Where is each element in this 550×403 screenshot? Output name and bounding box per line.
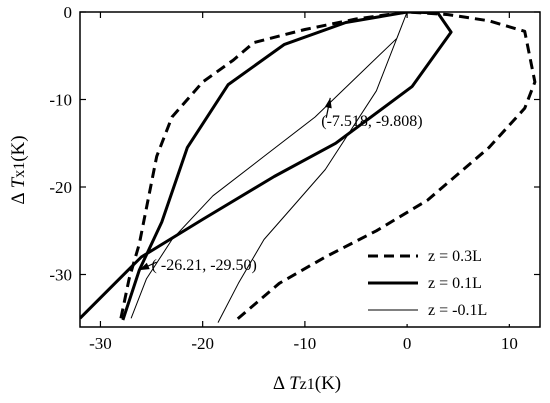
legend-label: z = 0.1L <box>428 275 482 292</box>
plot-frame <box>79 11 541 328</box>
legend-label: z = -0.1L <box>428 302 487 319</box>
x-tick-label: -10 <box>294 334 317 353</box>
annotation-layer: (-7.518, -9.808) ( -26.21, -29.50) <box>138 97 423 274</box>
annotation-label: (-7.518, -9.808) <box>321 113 422 130</box>
y-tick-label: -10 <box>49 91 72 110</box>
x-tick-label: -20 <box>191 334 214 353</box>
series-line-z--01l <box>130 12 408 323</box>
series-line-z-03l <box>119 12 537 324</box>
legend-label: z = 0.3L <box>428 248 482 265</box>
legend: z = 0.3L z = 0.1L z = -0.1L <box>368 248 487 319</box>
x-axis-title-sub: z1 <box>300 376 315 393</box>
annotation-label: ( -26.21, -29.50) <box>152 257 257 274</box>
x-tick-label: 0 <box>403 334 412 353</box>
annotation-arrowhead <box>324 97 332 109</box>
annotation-arrowhead <box>139 262 150 271</box>
x-tick-label: -30 <box>89 334 112 353</box>
y-tick-label: -20 <box>49 178 72 197</box>
ticks-layer: -30 -20 -10 0 10 0 -10 -20 -30 <box>49 3 540 353</box>
y-axis-title-var: T <box>8 176 29 188</box>
y-axis-title: ΔTx1(K) <box>8 135 29 204</box>
y-tick-label: 0 <box>64 3 73 22</box>
x-axis-title-var: T <box>289 373 301 394</box>
y-axis-title-unit: (K) <box>8 135 29 161</box>
x-tick-label: 10 <box>501 334 518 353</box>
y-tick-label: -30 <box>49 266 72 285</box>
y-axis-title-sub: x1 <box>11 162 28 178</box>
x-axis-title-delta: Δ <box>273 373 285 394</box>
y-axis-title-delta: Δ <box>8 192 29 204</box>
x-axis-title: Δ Tz1(K) <box>273 373 341 394</box>
x-axis-title-unit: (K) <box>315 373 341 394</box>
